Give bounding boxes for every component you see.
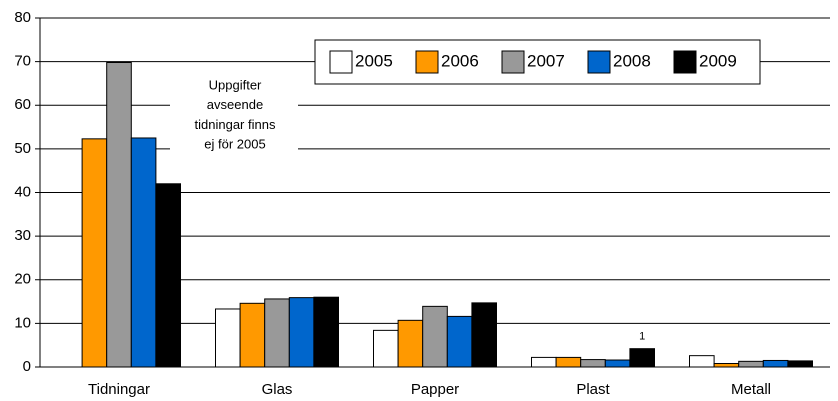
legend-label: 2006 (441, 51, 479, 70)
annotation: ej för 2005 (204, 137, 265, 152)
legend-label: 2009 (699, 51, 737, 70)
bar (81, 138, 108, 368)
bar (239, 302, 266, 368)
legend-swatch (415, 50, 439, 74)
bar (264, 298, 290, 368)
bar (629, 348, 656, 368)
bar (531, 356, 557, 368)
legend-label: 2005 (355, 51, 393, 70)
legend-swatch (673, 50, 697, 74)
bar (762, 359, 789, 368)
x-tick-label: Tidningar (88, 381, 150, 398)
bar (738, 360, 764, 368)
bar (604, 359, 631, 368)
annotation: Uppgifter (209, 77, 262, 92)
annotation-bg (170, 74, 298, 158)
bar (313, 296, 339, 368)
y-tick-label: 0 (23, 358, 31, 375)
bar (787, 360, 814, 368)
bar (471, 302, 497, 368)
annotation: avseende (207, 97, 263, 112)
y-tick-label: 60 (14, 96, 31, 113)
x-tick-label: Glas (262, 381, 293, 398)
bar (580, 359, 606, 368)
bar (422, 305, 448, 368)
y-tick-label: 10 (14, 314, 31, 331)
y-tick-label: 20 (14, 271, 31, 288)
bar (288, 297, 315, 368)
y-tick-label: 50 (14, 140, 31, 157)
annotation: 1 (639, 331, 645, 343)
annotation: tidningar finns (195, 117, 276, 132)
bar (397, 319, 424, 368)
legend-label: 2008 (613, 51, 651, 70)
x-tick-label: Plast (576, 381, 610, 398)
bar (215, 308, 241, 368)
x-tick-label: Papper (411, 381, 459, 398)
legend-swatch (329, 50, 353, 74)
y-tick-label: 80 (14, 9, 31, 26)
bar (689, 355, 715, 368)
legend-label: 2007 (527, 51, 565, 70)
bar (713, 363, 740, 368)
bar (373, 329, 399, 368)
y-tick-label: 30 (14, 227, 31, 244)
bar (446, 315, 473, 368)
bar (155, 183, 181, 368)
legend-swatch (587, 50, 611, 74)
bar (130, 137, 157, 368)
y-tick-label: 70 (14, 53, 31, 70)
bar (555, 356, 582, 368)
bar (106, 61, 132, 368)
y-tick-label: 40 (14, 183, 31, 200)
x-tick-label: Metall (731, 381, 771, 398)
legend-swatch (501, 50, 525, 74)
